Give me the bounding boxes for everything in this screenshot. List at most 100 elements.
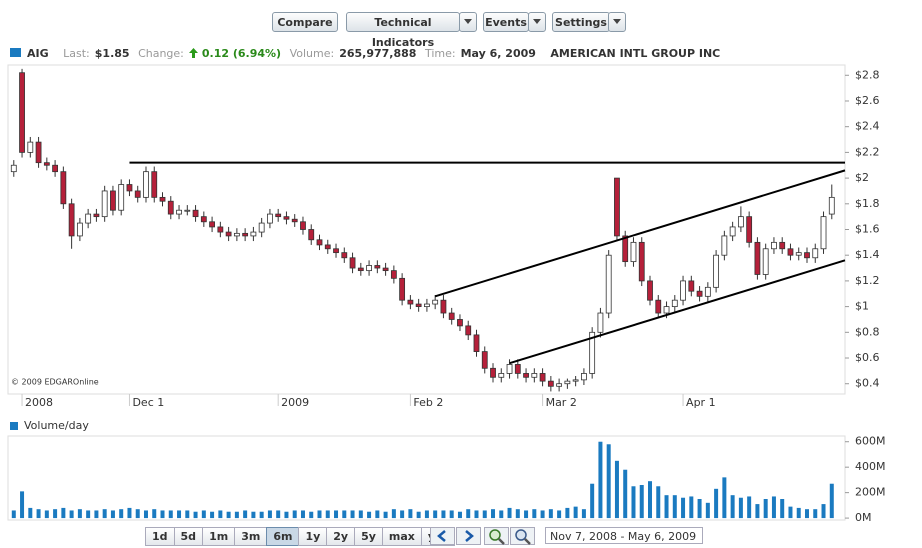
volume-bar — [681, 497, 686, 519]
volume-bar — [127, 507, 132, 519]
zoom-in-icon — [489, 529, 501, 541]
candle-body — [382, 267, 389, 272]
legend-swatch — [10, 48, 21, 57]
date-range[interactable]: Nov 7, 2008 - May 6, 2009 — [545, 527, 703, 544]
candle-body — [473, 334, 480, 352]
y-tick-label: $1.8 — [855, 197, 880, 210]
indicators-button[interactable]: Technical Indicators — [346, 12, 460, 49]
zoom-in-handle — [498, 538, 505, 545]
candle-body — [804, 252, 810, 259]
volume-bar — [590, 483, 595, 519]
volume-bar — [400, 510, 405, 519]
y-tick-label: $1.4 — [855, 248, 880, 261]
y-tick-label: 400M — [855, 460, 886, 473]
candle-body — [597, 312, 604, 333]
candle-body — [614, 177, 620, 237]
volume-bar — [771, 496, 776, 519]
candle-body — [200, 216, 207, 223]
candle-body — [52, 164, 58, 173]
x-tick-label: 2009 — [281, 396, 309, 409]
zoom-out-icon — [515, 529, 527, 541]
candle-body — [737, 216, 744, 228]
x-tick-label: Dec 1 — [132, 396, 164, 409]
range-button[interactable]: 1m — [202, 527, 236, 546]
candle-body — [167, 200, 174, 215]
chart: $0.4 $0.6 $0.8 $1 $1.2 $1.4 $1.6 $1.8 $2 $2.2 $2.4… — [7, 64, 886, 524]
volume-bar — [119, 509, 124, 519]
volume-bar — [441, 510, 446, 519]
range-button[interactable]: 5y — [354, 527, 383, 546]
volume-bar — [325, 510, 330, 519]
volume-bar — [499, 510, 504, 519]
candle-body — [754, 241, 761, 275]
volume-bar — [581, 509, 586, 519]
prev-button[interactable] — [430, 527, 455, 545]
plot-frame — [7, 435, 846, 521]
volume-bar — [226, 511, 231, 519]
volume-bar — [53, 509, 58, 519]
volume-bar — [565, 507, 570, 519]
candle-body — [118, 184, 125, 211]
candle-body — [242, 232, 249, 237]
volume-bar — [821, 504, 826, 519]
candle-body — [514, 364, 521, 374]
volume-bar — [449, 510, 454, 519]
candle-body — [93, 213, 100, 218]
y-tick-label: $1.6 — [855, 223, 880, 236]
volume-bar — [342, 510, 347, 519]
volume-bar — [507, 507, 512, 519]
candle-body — [68, 203, 75, 237]
candle-body — [374, 265, 381, 269]
x-tick-label: Mar 2 — [546, 396, 577, 409]
range-button[interactable]: 5d — [173, 527, 204, 546]
x-tick-label: Feb 2 — [413, 396, 443, 409]
volume-bar — [86, 510, 91, 519]
candle-body — [630, 241, 637, 263]
range-button[interactable]: 2y — [326, 527, 356, 546]
volume-bar — [292, 510, 297, 519]
indicators-dropdown[interactable] — [459, 12, 477, 32]
candle-body — [457, 319, 463, 327]
volume-bar — [350, 510, 355, 519]
candle-body — [498, 373, 505, 378]
candle-body — [647, 280, 653, 301]
range-button[interactable]: 3m — [234, 527, 268, 546]
volume-bar — [94, 510, 99, 519]
volume-bar — [135, 509, 140, 519]
candle-body — [481, 351, 488, 369]
settings-dropdown[interactable] — [608, 12, 626, 32]
last: $1.85 — [94, 47, 130, 60]
candle-body — [696, 290, 703, 297]
candle-body — [787, 248, 794, 256]
volume-bar — [466, 509, 471, 519]
y-tick-label: $2.6 — [855, 94, 880, 107]
candle-body — [300, 221, 306, 230]
candle-body — [762, 248, 769, 275]
candle-body — [564, 380, 571, 385]
trend-line — [434, 169, 846, 298]
volume-bar — [540, 510, 545, 519]
candle-body — [291, 218, 298, 223]
candle-body — [638, 241, 645, 282]
candle-body — [316, 239, 323, 246]
y-tick-label: $1.2 — [855, 274, 880, 287]
range-button[interactable]: 1d — [145, 527, 175, 546]
candle-body — [746, 216, 753, 243]
candle-body — [465, 325, 472, 336]
compare-button[interactable]: Compare — [272, 12, 338, 32]
events-dropdown[interactable] — [528, 12, 546, 32]
y-tick-label: 0M — [855, 511, 872, 524]
range-button[interactable]: 6m — [266, 527, 300, 546]
next-button[interactable] — [456, 527, 481, 545]
candle-body — [680, 280, 686, 301]
volume-bar — [697, 499, 702, 519]
candle-body — [424, 303, 430, 308]
last-label: Last: — [63, 47, 90, 60]
range-button[interactable]: max — [381, 527, 422, 546]
volume-bar — [267, 510, 272, 519]
candle-body — [225, 231, 232, 237]
y-tick-label: 600M — [855, 435, 886, 448]
range-button[interactable]: 1y — [298, 527, 328, 546]
volume-bar — [804, 509, 809, 519]
volume-bar — [334, 510, 339, 519]
